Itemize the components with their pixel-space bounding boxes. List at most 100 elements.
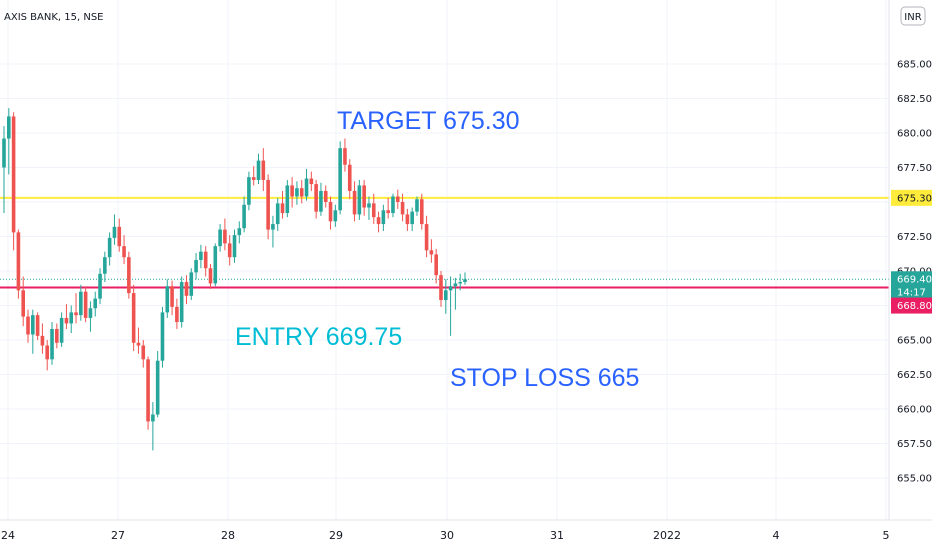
candle xyxy=(381,204,386,231)
candle xyxy=(386,197,390,219)
candle xyxy=(55,323,59,349)
candle xyxy=(434,248,438,284)
candle xyxy=(98,268,102,305)
candle xyxy=(266,174,270,240)
candle xyxy=(7,108,11,175)
candle xyxy=(376,211,381,233)
candle xyxy=(103,251,107,283)
candle xyxy=(141,340,146,368)
candle xyxy=(367,196,371,220)
price-badge: 668.80 xyxy=(891,297,932,314)
horizontal-price-lines xyxy=(0,196,889,289)
candle xyxy=(391,193,395,218)
annotation-text[interactable]: TARGET 675.30 xyxy=(337,107,520,135)
candle xyxy=(131,284,136,352)
candle xyxy=(232,229,237,263)
time-axis-labels: 24 27 28 29 30 31 2022 4 5 xyxy=(1,529,890,542)
candle xyxy=(247,171,251,211)
price-badges: 675.30 669.40 14:17 668.80 xyxy=(891,189,932,314)
candle xyxy=(299,179,304,204)
candles xyxy=(2,108,467,451)
currency-label: INR xyxy=(904,12,921,23)
candle xyxy=(117,218,122,252)
candle xyxy=(424,215,429,258)
candle xyxy=(179,276,184,328)
y-tick-label: 662.50 xyxy=(897,370,932,381)
x-tick-label: 5 xyxy=(883,529,890,542)
chart-title: AXIS BANK, 15, NSE xyxy=(4,12,104,23)
candle xyxy=(261,148,266,191)
candle xyxy=(395,189,400,209)
candle xyxy=(35,312,40,340)
candle xyxy=(439,271,443,307)
candle xyxy=(295,181,299,205)
candle xyxy=(160,306,165,368)
candle xyxy=(194,253,198,280)
candle xyxy=(165,279,170,318)
candle xyxy=(31,309,35,354)
candle xyxy=(88,301,93,332)
candle xyxy=(122,235,126,265)
candle xyxy=(2,126,6,214)
currency-button[interactable]: INR xyxy=(900,6,926,26)
y-tick-label: 665.00 xyxy=(897,336,932,347)
annotation-text[interactable]: STOP LOSS 665 xyxy=(450,364,639,392)
annotation-text[interactable]: ENTRY 669.75 xyxy=(235,323,402,351)
candle xyxy=(304,168,309,201)
candle xyxy=(275,197,280,231)
candle xyxy=(146,356,150,430)
price-badge: 669.40 14:17 xyxy=(891,271,932,300)
candle xyxy=(280,190,285,219)
candle xyxy=(410,207,414,231)
x-tick-label: 29 xyxy=(329,529,343,542)
grid-lines xyxy=(0,0,889,520)
candle xyxy=(290,177,294,208)
y-tick-label: 655.00 xyxy=(897,474,932,485)
candle xyxy=(319,182,323,216)
candle xyxy=(21,276,26,327)
candle xyxy=(323,185,328,208)
candle xyxy=(26,309,30,343)
candle xyxy=(357,179,362,220)
candle xyxy=(50,322,54,365)
candle xyxy=(419,193,424,230)
candle xyxy=(328,196,333,230)
candle xyxy=(155,351,160,418)
candle xyxy=(347,159,352,200)
candle xyxy=(242,196,246,233)
candle xyxy=(463,272,467,285)
candle xyxy=(285,179,290,218)
y-tick-label: 660.00 xyxy=(897,405,932,416)
candle xyxy=(127,251,131,299)
candle xyxy=(74,293,78,324)
candle xyxy=(93,291,98,317)
candle xyxy=(338,141,342,215)
candle xyxy=(343,138,347,172)
candle xyxy=(448,276,453,336)
candle xyxy=(83,286,88,323)
y-tick-label: 657.50 xyxy=(897,439,932,450)
candle xyxy=(16,229,21,299)
y-tick-label: 685.00 xyxy=(897,60,932,71)
candle xyxy=(400,193,405,222)
candle xyxy=(362,179,366,216)
price-badge-text: 675.30 xyxy=(897,193,932,204)
candle xyxy=(223,218,227,251)
last-price-text: 669.40 xyxy=(897,274,932,285)
candle xyxy=(79,284,83,321)
candle xyxy=(189,268,194,300)
candle xyxy=(184,275,189,305)
countdown-text: 14:17 xyxy=(897,287,926,298)
candle xyxy=(213,243,218,287)
candle xyxy=(429,239,434,263)
candle xyxy=(443,279,448,314)
candle xyxy=(271,215,275,248)
candle xyxy=(453,277,458,310)
y-tick-label: 672.50 xyxy=(897,232,932,243)
candle xyxy=(227,235,232,266)
x-tick-label: 24 xyxy=(1,529,15,542)
x-tick-label: 28 xyxy=(221,529,235,542)
chart-annotations: TARGET 675.30 ENTRY 669.75 STOP LOSS 665 xyxy=(235,107,639,392)
candle xyxy=(199,244,203,269)
